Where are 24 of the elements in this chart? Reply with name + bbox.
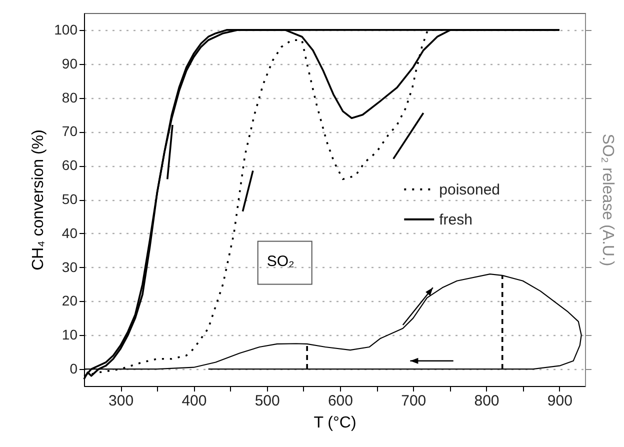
y-tick-label: 90 bbox=[62, 55, 78, 72]
y2-axis-title: SO₂ release (A.U.) bbox=[599, 134, 616, 266]
y-tick-label: 80 bbox=[62, 89, 78, 106]
x-axis-title: T (°C) bbox=[314, 414, 356, 432]
y-tick-label: 40 bbox=[62, 224, 78, 241]
x-tick-label: 600 bbox=[328, 392, 353, 410]
y-tick-label: 30 bbox=[62, 258, 78, 275]
y-tick-label: 60 bbox=[62, 157, 78, 174]
legend-label: poisoned bbox=[439, 181, 500, 198]
y-tick-label: 100 bbox=[54, 21, 78, 38]
annotation: SO₂ bbox=[266, 253, 294, 270]
x-tick-label: 500 bbox=[254, 392, 280, 410]
x-tick-label: 800 bbox=[474, 392, 500, 410]
y-tick-label: 20 bbox=[62, 292, 78, 309]
y-axis-title: CH₄ conversion (%) bbox=[30, 130, 48, 270]
y-tick-label: 70 bbox=[62, 123, 78, 140]
x-tick-label: 400 bbox=[182, 392, 207, 410]
x-tick-label: 900 bbox=[547, 392, 572, 410]
legend-label: fresh bbox=[439, 211, 472, 228]
y-tick-label: 0 bbox=[70, 360, 78, 377]
y-tick-label: 10 bbox=[62, 326, 78, 343]
y-tick-label: 50 bbox=[62, 191, 78, 207]
x-tick-label: 300 bbox=[108, 392, 134, 410]
x-tick-label: 700 bbox=[401, 392, 426, 410]
